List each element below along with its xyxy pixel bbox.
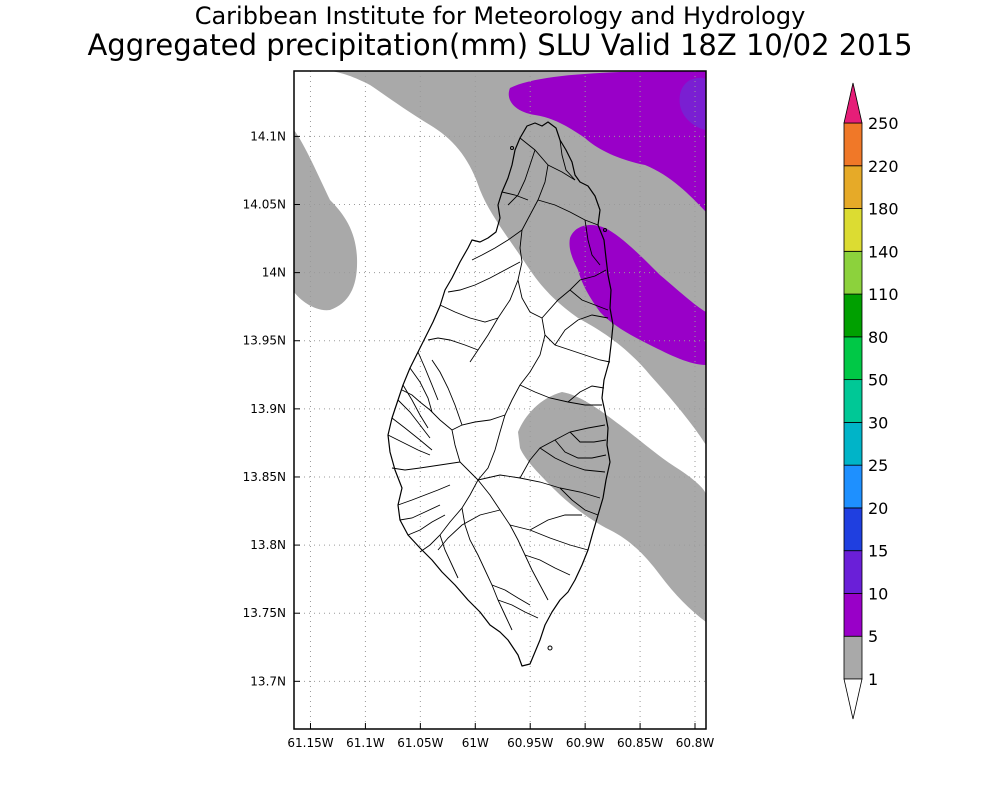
colorbar-level-label: 20 (868, 499, 888, 518)
lon-tick-label: 61.15W (287, 736, 333, 750)
colorbar-swatch (843, 293, 863, 338)
colorbar-level-label: 110 (868, 285, 899, 304)
colorbar-level-label: 25 (868, 456, 888, 475)
colorbar-swatch (843, 336, 863, 381)
map-plot-area (294, 71, 706, 729)
saint-lucia-coastline (387, 121, 614, 667)
precip-band-5-10-northeast (508, 71, 706, 212)
colorbar-level-label: 140 (868, 242, 899, 261)
colorbar-level-label: 80 (868, 328, 888, 347)
colorbar-swatch (843, 208, 863, 252)
precip-band-5-10-east (569, 225, 706, 365)
precip-band-1-5-west (294, 130, 358, 311)
colorbar-level-label: 5 (868, 627, 878, 646)
lat-tick-label: 14.1N (250, 129, 286, 143)
colorbar-level-label: 30 (868, 413, 888, 432)
colorbar-level-label: 220 (868, 157, 899, 176)
colorbar-level-label: 10 (868, 584, 888, 603)
watershed-boundaries (387, 137, 611, 631)
lon-tick-label: 60.9W (566, 736, 605, 750)
lon-tick-label: 61W (462, 736, 489, 750)
colorbar-level-label: 250 (868, 114, 899, 133)
colorbar-level-label: 50 (868, 371, 888, 390)
lat-tick-label: 13.85N (243, 470, 286, 484)
colorbar-underflow-triangle (843, 678, 863, 720)
precip-band-10-15-corner (679, 77, 706, 130)
colorbar-swatch (843, 165, 863, 209)
offshore-islets (510, 146, 607, 651)
map-frame (293, 70, 707, 730)
precip-band-1-5-southeast (518, 392, 706, 622)
colorbar-swatch (843, 464, 863, 509)
colorbar-swatch (843, 379, 863, 423)
colorbar-swatch (843, 507, 863, 552)
colorbar-level-label: 1 (868, 670, 878, 689)
lon-tick-label: 60.85W (617, 736, 663, 750)
colorbar-swatch (843, 593, 863, 637)
colorbar-swatch (843, 421, 863, 466)
colorbar-overflow-triangle (843, 82, 863, 124)
colorbar-swatch (843, 550, 863, 594)
map-title: Aggregated precipitation(mm) SLU Valid 1… (87, 28, 913, 62)
map-axes: 61.15W 61.1W 61.05W 61W 60.95W 60.9W 60.85W 60.… (243, 129, 715, 750)
title-line-1: Caribbean Institute for Meteorology and … (194, 2, 806, 30)
lat-tick-label: 14.05N (243, 198, 286, 212)
colorbar-swatch (843, 122, 863, 167)
lat-tick-label: 13.8N (250, 538, 286, 552)
precip-band-1-5-north (330, 71, 706, 445)
colorbar-level-label: 15 (868, 542, 888, 561)
lon-tick-label: 60.8W (676, 736, 715, 750)
lat-tick-label: 13.75N (243, 606, 286, 620)
colorbar-swatch (843, 250, 863, 295)
colorbar-swatch (843, 635, 863, 680)
lon-tick-label: 61.1W (346, 736, 385, 750)
lon-tick-label: 61.05W (397, 736, 443, 750)
lon-tick-label: 60.95W (507, 736, 553, 750)
lat-tick-label: 13.95N (243, 334, 286, 348)
lat-tick-label: 14N (262, 266, 286, 280)
lat-tick-label: 13.7N (250, 674, 286, 688)
lat-tick-label: 13.9N (250, 402, 286, 416)
colorbar-level-label: 180 (868, 200, 899, 219)
